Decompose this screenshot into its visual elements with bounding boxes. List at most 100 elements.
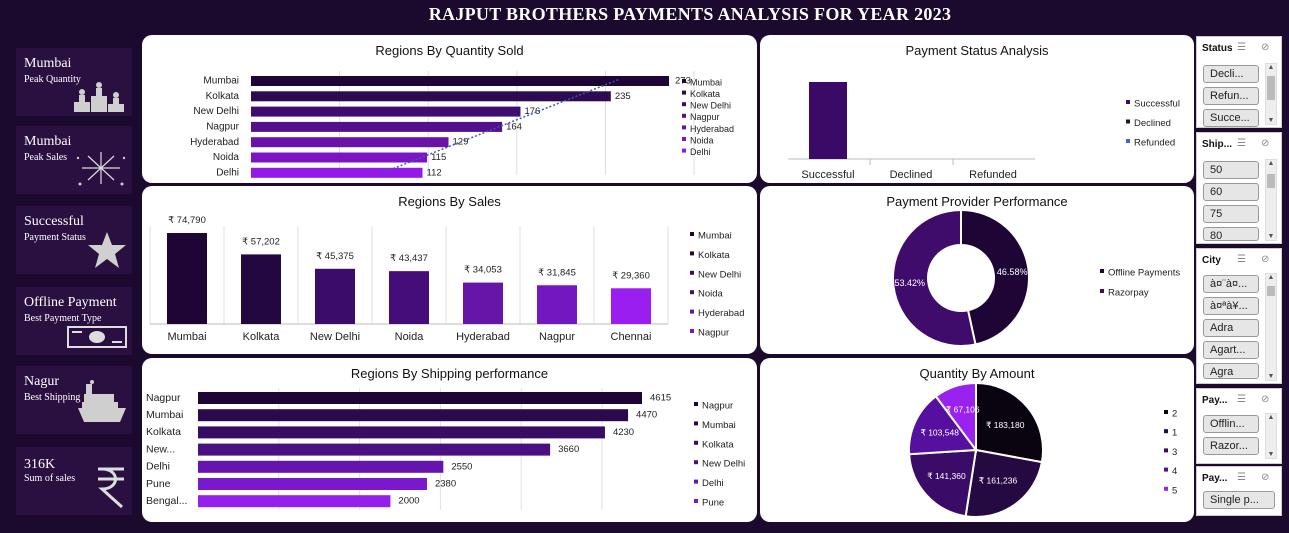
tick-label: Kolkata bbox=[243, 331, 281, 343]
slicer-item[interactable]: 60 bbox=[1203, 183, 1259, 201]
clear-filter-icon[interactable]: ⊘ bbox=[1261, 394, 1270, 405]
slicer-scrollbar[interactable]: ▲ ▼ bbox=[1265, 273, 1277, 381]
data-label: ₹ 74,790 bbox=[168, 215, 206, 226]
clear-filter-icon[interactable]: ⊘ bbox=[1261, 472, 1270, 483]
podium-icon bbox=[74, 82, 124, 112]
multi-select-icon[interactable]: ☰ bbox=[1237, 254, 1246, 265]
slicer-item[interactable]: à¤¨à¤... bbox=[1203, 275, 1259, 293]
data-label: 235 bbox=[615, 91, 631, 102]
bar bbox=[198, 460, 444, 473]
legend-swatch bbox=[1164, 448, 1168, 453]
legend-swatch bbox=[1100, 269, 1104, 273]
slicer-scrollbar[interactable]: ▲ ▼ bbox=[1265, 159, 1277, 241]
legend-swatch bbox=[694, 499, 698, 503]
multi-select-icon[interactable]: ☰ bbox=[1237, 138, 1246, 149]
legend-swatch bbox=[1164, 410, 1168, 414]
chart-title: Quantity By Amount bbox=[919, 366, 1035, 381]
slicer-scrollbar[interactable]: ▲ ▼ bbox=[1265, 63, 1277, 125]
multi-select-icon[interactable]: ☰ bbox=[1237, 42, 1246, 53]
kpi-value: Mumbai bbox=[24, 56, 72, 71]
kpi-value: Mumbai bbox=[24, 134, 72, 149]
slicer-item[interactable]: Offlin... bbox=[1203, 415, 1259, 433]
data-label: ₹ 29,360 bbox=[612, 270, 650, 281]
donut-slice bbox=[960, 208, 1030, 346]
data-label: ₹ 67,106 bbox=[946, 404, 980, 414]
tick-label: New Delhi bbox=[310, 331, 360, 343]
legend-swatch bbox=[694, 479, 698, 484]
sales-card: Regions By Sales ₹ 74,790 Mumbai ₹ 57,202 K… bbox=[142, 186, 757, 354]
shipping-chart: Nagpur 4615 Mumbai 4470 Kolkata 4230 New... 366… bbox=[146, 388, 745, 510]
tick-label: Noida bbox=[213, 152, 240, 163]
multi-select-icon[interactable]: ☰ bbox=[1237, 472, 1246, 483]
legend-label: Delhi bbox=[702, 478, 724, 489]
bar bbox=[198, 495, 391, 508]
slicer-item[interactable]: Razor... bbox=[1203, 437, 1259, 455]
tick-label: Nagpur bbox=[146, 392, 181, 404]
slicer-item[interactable]: 50 bbox=[1203, 161, 1259, 179]
payment-status-chart: Successful Declined Refunded Successful Decl… bbox=[788, 82, 1180, 181]
legend-label: New Delhi bbox=[702, 459, 745, 470]
kpi-payment-status: Successful Payment Status bbox=[16, 206, 132, 274]
slicer-item[interactable]: Single p... bbox=[1203, 491, 1275, 509]
tick-label: Refunded bbox=[969, 169, 1017, 181]
slicer-item[interactable]: Succe... bbox=[1203, 109, 1259, 127]
donut-slice bbox=[892, 208, 977, 347]
payment-provider-card: Payment Provider Performance 46.58% 53.42… bbox=[760, 186, 1194, 354]
slicer-item[interactable]: Refun... bbox=[1203, 87, 1259, 105]
kpi-peak-quantity: Mumbai Peak Quantity bbox=[16, 48, 132, 116]
data-label: 164 bbox=[506, 121, 522, 132]
multi-select-icon[interactable]: ☰ bbox=[1237, 394, 1246, 405]
slicer-item[interactable]: Adra bbox=[1203, 319, 1259, 337]
clear-filter-icon[interactable]: ⊘ bbox=[1261, 254, 1270, 265]
slicer-item[interactable]: Agra bbox=[1203, 363, 1259, 379]
pie-slice bbox=[908, 448, 978, 518]
pie-slice bbox=[934, 381, 977, 454]
legend-swatch bbox=[690, 232, 694, 236]
quantity-sold-card: Regions By Quantity Sold Mumbai273Kolkat… bbox=[142, 35, 757, 183]
legend-label: Kolkata bbox=[702, 439, 734, 450]
bar bbox=[315, 268, 355, 324]
slicer-item[interactable]: à¤ªà¥... bbox=[1203, 297, 1259, 315]
tick-label: New Delhi bbox=[193, 106, 239, 117]
pie-slice bbox=[908, 394, 978, 456]
slicer-item[interactable]: Decli... bbox=[1203, 65, 1259, 83]
legend-label: New Delhi bbox=[698, 269, 741, 280]
bar bbox=[251, 91, 611, 102]
legend-swatch bbox=[1126, 119, 1130, 124]
bar bbox=[241, 254, 281, 324]
slicer-item[interactable]: Agart... bbox=[1203, 341, 1259, 359]
data-label: 115 bbox=[431, 152, 446, 163]
bar bbox=[198, 426, 605, 439]
kpi-sum-of-sales: 316K Sum of sales bbox=[16, 447, 132, 515]
payment-method-slicer: Pay... ☰ ⊘ Single p... bbox=[1196, 466, 1282, 516]
legend-label: Declined bbox=[1134, 118, 1171, 129]
star-icon bbox=[88, 232, 126, 268]
bar bbox=[198, 478, 427, 490]
legend-swatch bbox=[682, 90, 686, 95]
slicer-item[interactable]: 75 bbox=[1203, 205, 1259, 223]
payment-type-slicer: Pay... ☰ ⊘ Offlin... Razor... ▲ ▼ bbox=[1196, 388, 1282, 464]
payment-status-card: Payment Status Analysis Successful Declin… bbox=[760, 35, 1194, 183]
tick-label: Successful bbox=[801, 169, 854, 181]
kpi-label: Peak Sales bbox=[24, 152, 68, 163]
legend-swatch bbox=[682, 79, 686, 83]
data-label: 53.42% bbox=[895, 278, 926, 288]
bar bbox=[198, 392, 642, 404]
slicer-item[interactable]: 80 bbox=[1203, 227, 1259, 241]
legend-label: 3 bbox=[1172, 447, 1177, 458]
data-label: ₹ 57,202 bbox=[242, 236, 280, 247]
clear-filter-icon[interactable]: ⊘ bbox=[1261, 138, 1270, 149]
kpi-label: Best Payment Type bbox=[24, 313, 102, 324]
bar bbox=[389, 271, 429, 324]
trendline bbox=[381, 78, 621, 174]
tick-label: Hyderabad bbox=[456, 331, 510, 343]
clear-filter-icon[interactable]: ⊘ bbox=[1261, 42, 1270, 53]
chart-title: Regions By Quantity Sold bbox=[375, 43, 524, 58]
chart-title: Payment Status Analysis bbox=[905, 43, 1049, 58]
slicer-scrollbar[interactable]: ▲ ▼ bbox=[1265, 413, 1277, 459]
kpi-value: Successful bbox=[24, 214, 84, 229]
rupee-icon bbox=[98, 467, 124, 509]
fireworks-icon bbox=[76, 152, 126, 186]
cash-icon bbox=[67, 326, 127, 348]
slicer-header: Status bbox=[1202, 43, 1233, 54]
